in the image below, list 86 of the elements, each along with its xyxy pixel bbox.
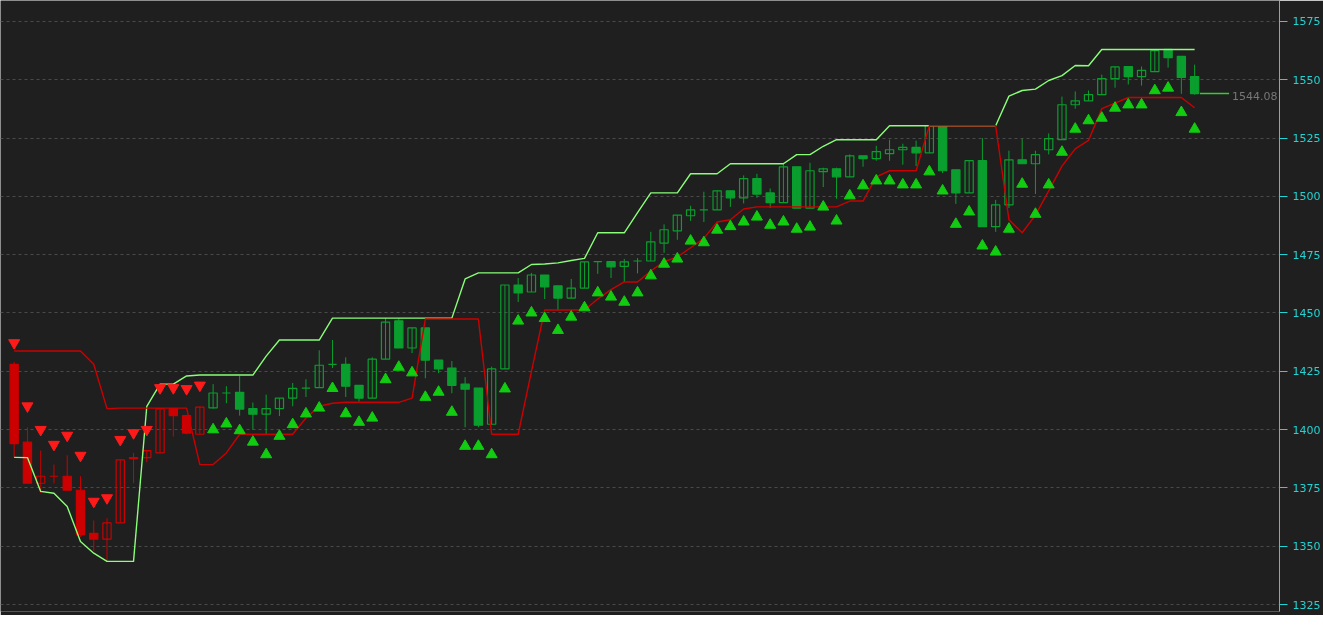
candlestick: [460, 376, 470, 428]
candlestick: [486, 366, 497, 425]
candlestick: [566, 278, 576, 299]
y-tick-label: 1525: [1292, 132, 1321, 146]
candlestick: [155, 408, 165, 454]
point: [127, 429, 140, 440]
candlestick: [818, 167, 828, 188]
point: [167, 384, 180, 395]
candlestick: [142, 449, 152, 463]
point: [34, 425, 47, 437]
candlestick: [261, 394, 271, 435]
y-tick-label: 1550: [1292, 73, 1321, 87]
candlestick: [539, 274, 550, 300]
candlestick: [712, 190, 722, 211]
candlestick: [394, 317, 404, 349]
candlestick: [619, 258, 629, 283]
candlestick: [102, 517, 112, 562]
candlestick: [964, 160, 974, 194]
candlestick: [579, 261, 590, 289]
point: [101, 494, 114, 505]
y-tick-label: 1450: [1292, 307, 1321, 320]
candlestick: [9, 361, 19, 459]
candlestick: [792, 166, 802, 209]
point: [47, 440, 60, 452]
y-tick-label: 1325: [1292, 598, 1321, 612]
point: [21, 402, 34, 413]
candlestick: [1097, 74, 1107, 96]
candlestick: [646, 231, 656, 262]
candlestick: [513, 277, 523, 303]
y-tick-label: 1475: [1292, 248, 1321, 262]
candlestick: [778, 162, 789, 204]
candlestick: [1030, 150, 1041, 195]
candlestick: [738, 174, 749, 204]
candlestick: [871, 145, 881, 162]
candlestick: [208, 383, 218, 410]
candlestick: [341, 356, 351, 398]
candlestick: [924, 125, 935, 154]
y-tick-label: 1375: [1292, 481, 1321, 495]
point: [74, 451, 87, 463]
point: [180, 385, 193, 396]
candlestick: [1070, 90, 1080, 110]
candlestick: [672, 214, 683, 241]
candlestick: [1150, 50, 1160, 73]
line-series: [13, 48, 1196, 563]
point: [193, 381, 206, 393]
y-tick-label: 1350: [1292, 540, 1321, 554]
candlestick: [1083, 90, 1094, 102]
candlestick: [990, 199, 1001, 233]
candlestick: [1136, 66, 1147, 87]
candlestick: [314, 349, 324, 389]
ref-line-label: 1544.08: [1232, 89, 1278, 103]
candlestick: [659, 223, 669, 254]
point: [154, 384, 167, 395]
candlestick: [35, 450, 46, 494]
candlestick: [380, 317, 391, 360]
point: [61, 431, 74, 443]
candlestick: [367, 356, 377, 399]
candlestick: [805, 162, 815, 209]
candlestick: [1017, 138, 1027, 165]
point: [140, 425, 153, 437]
candlestick: [1004, 150, 1014, 209]
candlestick: [685, 205, 696, 222]
candlestick: [433, 359, 444, 374]
point: [8, 339, 21, 350]
candlestick: [115, 459, 125, 524]
candlestick: [1110, 66, 1120, 89]
candlestick: [526, 272, 537, 293]
point: [114, 435, 127, 447]
y-tick-label: 1400: [1292, 423, 1321, 437]
point: [87, 497, 100, 509]
candlestick: [195, 405, 205, 435]
candlestick: [62, 454, 72, 491]
y-tick-label: 1500: [1292, 190, 1321, 204]
candlestick: [898, 143, 908, 166]
candlestick: [500, 284, 510, 370]
candlestick: [89, 520, 99, 552]
y-tick-label: 1425: [1292, 365, 1321, 379]
candlestick: [1057, 96, 1067, 141]
candlestick: [845, 153, 855, 178]
candlestick: [274, 397, 285, 417]
candlestick: [1044, 132, 1054, 155]
y-tick-label: 1575: [1292, 15, 1321, 29]
candlestick: [407, 327, 417, 354]
candlestick: [884, 139, 895, 162]
candlestick: [287, 382, 298, 407]
candlestick: [128, 452, 139, 484]
